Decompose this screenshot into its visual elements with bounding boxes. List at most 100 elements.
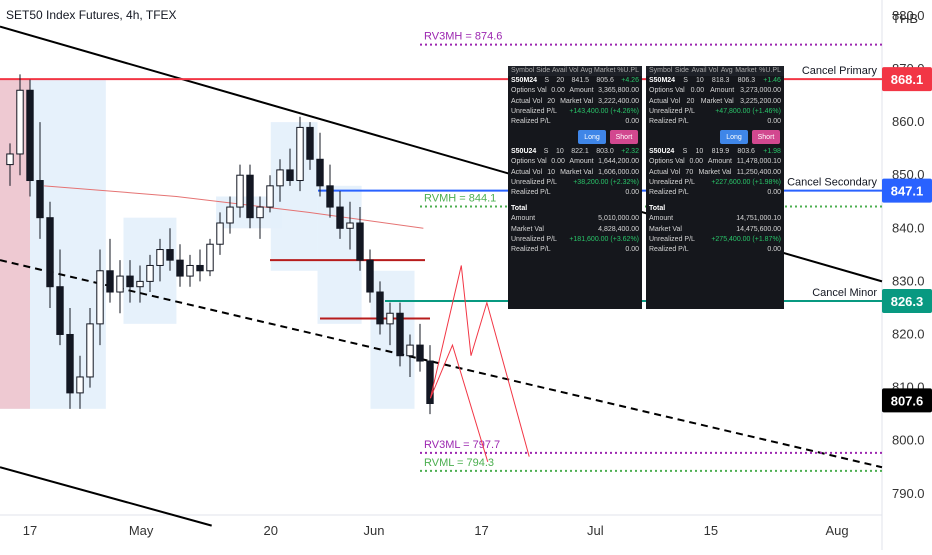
candle bbox=[226, 196, 234, 234]
x-tick-label: 15 bbox=[704, 523, 718, 538]
detail-row: Actual Vol 10 Market Val 1,606,000.00 bbox=[511, 168, 639, 176]
candle bbox=[256, 196, 264, 239]
candle bbox=[56, 249, 64, 346]
candle-body bbox=[406, 344, 414, 357]
candle bbox=[156, 238, 164, 282]
position-row[interactable]: S50M24 S 20 841.5 805.6 +4.26 bbox=[511, 77, 639, 85]
candle bbox=[216, 212, 224, 255]
candle bbox=[426, 345, 434, 415]
price-tag-box bbox=[882, 388, 932, 413]
candle-body bbox=[306, 126, 314, 160]
short-button[interactable]: Short bbox=[752, 130, 780, 145]
candle-body bbox=[16, 89, 24, 155]
candle bbox=[306, 122, 314, 170]
y-tick-label: 800.0 bbox=[892, 433, 925, 448]
candle bbox=[266, 175, 274, 213]
candle bbox=[36, 122, 44, 239]
candle-body bbox=[426, 360, 434, 405]
candle bbox=[196, 249, 204, 282]
candle-body bbox=[416, 344, 424, 362]
candle-body bbox=[96, 270, 104, 325]
projection-path bbox=[429, 265, 530, 457]
candle-body bbox=[176, 259, 184, 277]
candle bbox=[6, 143, 14, 186]
total-row: Realized P/L 0.00 bbox=[649, 246, 781, 254]
candle-body bbox=[206, 243, 214, 272]
panel-header: Symbol Side Avail Vol Avg Market %U.PL bbox=[646, 66, 784, 77]
candle bbox=[26, 79, 34, 197]
y-tick-label: 790.0 bbox=[892, 486, 925, 501]
level-label: Cancel Minor bbox=[812, 287, 877, 299]
candle bbox=[416, 323, 424, 372]
position-row[interactable]: S50U24 S 10 822.1 803.0 +2.32 bbox=[511, 148, 639, 156]
candle bbox=[396, 302, 404, 367]
y-tick-label: 830.0 bbox=[892, 273, 925, 288]
total-row: Amount 14,751,000.10 bbox=[649, 215, 781, 223]
candle-body bbox=[76, 376, 84, 394]
candle-body bbox=[6, 153, 14, 166]
detail-row: Actual Vol 70 Market Val 11,250,400.00 bbox=[649, 168, 781, 176]
candle-body bbox=[136, 280, 144, 288]
total-header: Total bbox=[511, 205, 528, 213]
candle-body bbox=[256, 206, 264, 219]
candle-body bbox=[266, 185, 274, 208]
trend-line bbox=[0, 466, 212, 527]
short-button[interactable]: Short bbox=[610, 130, 638, 145]
candle bbox=[86, 307, 94, 388]
detail-row: Actual Vol 20 Market Val 3,222,400.00 bbox=[511, 97, 639, 105]
candle-body bbox=[226, 206, 234, 224]
candle bbox=[96, 249, 104, 346]
detail-row: Unrealized P/L +143,400.00 (+4.26%) bbox=[511, 107, 639, 115]
candle-body bbox=[116, 275, 124, 293]
price-tag: 826.3 bbox=[882, 289, 932, 314]
price-tag-label: 868.1 bbox=[891, 72, 924, 87]
projection-path bbox=[429, 343, 489, 463]
candle-body bbox=[36, 180, 44, 219]
long-button[interactable]: Long bbox=[578, 130, 606, 145]
candle bbox=[176, 244, 184, 287]
candle-body bbox=[156, 249, 164, 266]
currency-label: THB bbox=[892, 11, 918, 26]
order-buttons: Long Short bbox=[646, 127, 784, 147]
candle bbox=[16, 74, 24, 176]
y-tick-label: 840.0 bbox=[892, 220, 925, 235]
y-tick-label: 880.0 bbox=[892, 8, 925, 23]
candle bbox=[116, 260, 124, 314]
candle bbox=[206, 238, 214, 277]
candle bbox=[356, 207, 364, 271]
candle-body bbox=[46, 217, 54, 288]
position-panel-2: Symbol Side Avail Vol Avg Market %U.PL S… bbox=[646, 66, 784, 309]
candle bbox=[326, 164, 334, 218]
candle bbox=[236, 164, 244, 218]
long-button[interactable]: Long bbox=[720, 130, 748, 145]
detail-row: Options Val 0.00 Amount 11,478,000.10 bbox=[649, 158, 781, 166]
position-row[interactable]: S50U24 S 10 819.9 803.6 +1.98 bbox=[649, 148, 781, 156]
level-label: RVML = 794.3 bbox=[424, 457, 494, 469]
candle-body bbox=[216, 222, 224, 245]
x-tick-label: Aug bbox=[825, 523, 848, 538]
candle-body bbox=[186, 264, 194, 277]
x-tick-label: 17 bbox=[474, 523, 488, 538]
volume-profile-area bbox=[370, 270, 415, 409]
position-row[interactable]: S50M24 S 10 818.3 806.3 +1.46 bbox=[649, 77, 781, 85]
detail-row: Unrealized P/L +227,600.00 (+1.98%) bbox=[649, 178, 781, 186]
candle bbox=[106, 238, 114, 303]
price-tag: 847.1 bbox=[882, 178, 932, 203]
candle-body bbox=[86, 323, 94, 378]
candle-body bbox=[66, 333, 74, 394]
candle bbox=[366, 249, 374, 303]
candle-body bbox=[336, 206, 344, 229]
total-row: Amount 5,010,000.00 bbox=[511, 215, 639, 223]
candle-body bbox=[396, 312, 404, 357]
candle-body bbox=[276, 169, 284, 187]
total-row: Market Val 14,475,600.00 bbox=[649, 225, 781, 233]
candle bbox=[126, 260, 134, 303]
candle bbox=[136, 265, 144, 303]
level-label: Cancel Secondary bbox=[787, 177, 877, 189]
candle bbox=[406, 334, 414, 377]
price-tag-label: 826.3 bbox=[891, 294, 924, 309]
x-tick-label: 17 bbox=[23, 523, 37, 538]
candle-body bbox=[366, 259, 374, 293]
